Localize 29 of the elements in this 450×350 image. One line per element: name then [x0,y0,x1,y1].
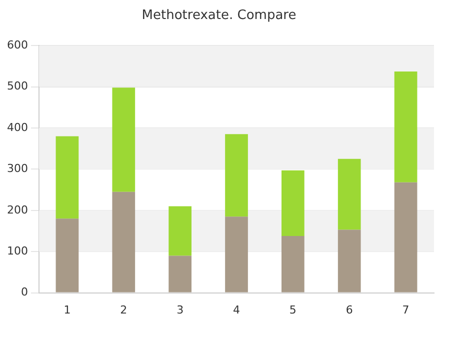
y-tick-label: 400 [6,120,28,134]
bar [168,206,192,256]
bar [338,230,361,292]
x-tick-label: 6 [346,303,353,316]
y-tick-label: 600 [6,38,28,52]
bar [112,192,136,292]
bar [225,216,248,292]
bar [282,170,304,236]
bar [56,218,79,292]
bar [394,182,418,292]
chart-title: Methotrexate. Compare [142,8,296,24]
bar [56,136,79,219]
y-tick-label: 300 [6,162,28,176]
bar [282,236,304,292]
bar [168,256,192,292]
bar [225,134,248,217]
x-tick-label: 1 [64,303,71,316]
y-tick-label: 200 [6,203,28,216]
bar [394,72,418,182]
bar [338,158,361,230]
x-tick-label: 3 [176,303,184,316]
x-tick-label: 7 [402,303,410,316]
x-tick-label: 2 [120,303,128,316]
x-tick-label: 4 [233,303,240,316]
y-tick-label: 100 [6,244,28,258]
y-tick-label: 0 [20,286,28,299]
x-tick-label: 5 [289,303,296,316]
bar [112,88,136,192]
y-tick-label: 500 [6,80,28,93]
